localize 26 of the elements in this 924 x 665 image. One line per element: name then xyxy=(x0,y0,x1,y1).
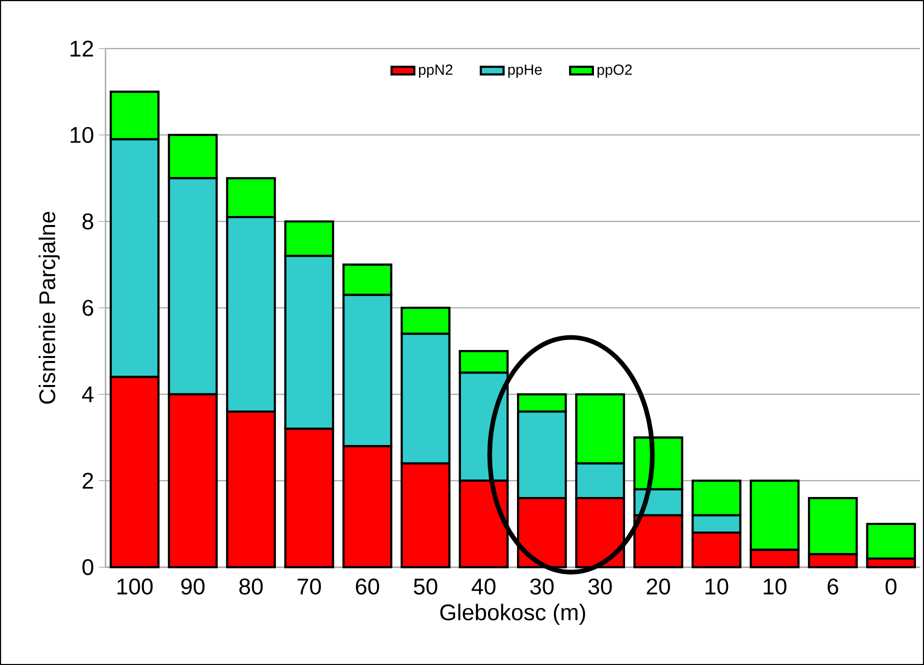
x-axis-title: Glebokosc (m) xyxy=(440,604,586,625)
x-tick-label: 40 xyxy=(472,578,496,595)
x-tick-label: 90 xyxy=(181,578,205,595)
x-tick-label: 10 xyxy=(706,578,728,595)
y-tick-label: 8 xyxy=(82,213,94,230)
y-tick-label: 12 xyxy=(70,40,94,56)
legend-label: ppO2 xyxy=(598,64,632,78)
y-tick-label: 4 xyxy=(82,386,94,402)
legend-label: ppHe xyxy=(508,64,542,78)
y-tick-label: 6 xyxy=(82,300,94,316)
x-tick-label: 100 xyxy=(117,578,153,595)
y-tick-label: 10 xyxy=(70,126,94,143)
x-tick-label: 30 xyxy=(588,578,612,595)
x-tick-label: 50 xyxy=(414,578,438,595)
x-tick-label: 10 xyxy=(764,578,786,595)
y-axis-title: Cisnienie Parcjalne xyxy=(38,212,60,404)
x-tick-label: 0 xyxy=(886,578,896,595)
x-tick-label: 6 xyxy=(828,578,838,595)
legend-label: ppN2 xyxy=(419,64,452,78)
x-tick-label: 70 xyxy=(298,578,321,595)
x-tick-label: 20 xyxy=(646,578,670,595)
x-tick-label: 80 xyxy=(239,578,263,595)
x-tick-label: 30 xyxy=(530,578,554,595)
y-tick-label: 0 xyxy=(82,559,94,576)
x-tick-label: 60 xyxy=(356,578,380,595)
y-tick-label: 2 xyxy=(82,472,94,489)
